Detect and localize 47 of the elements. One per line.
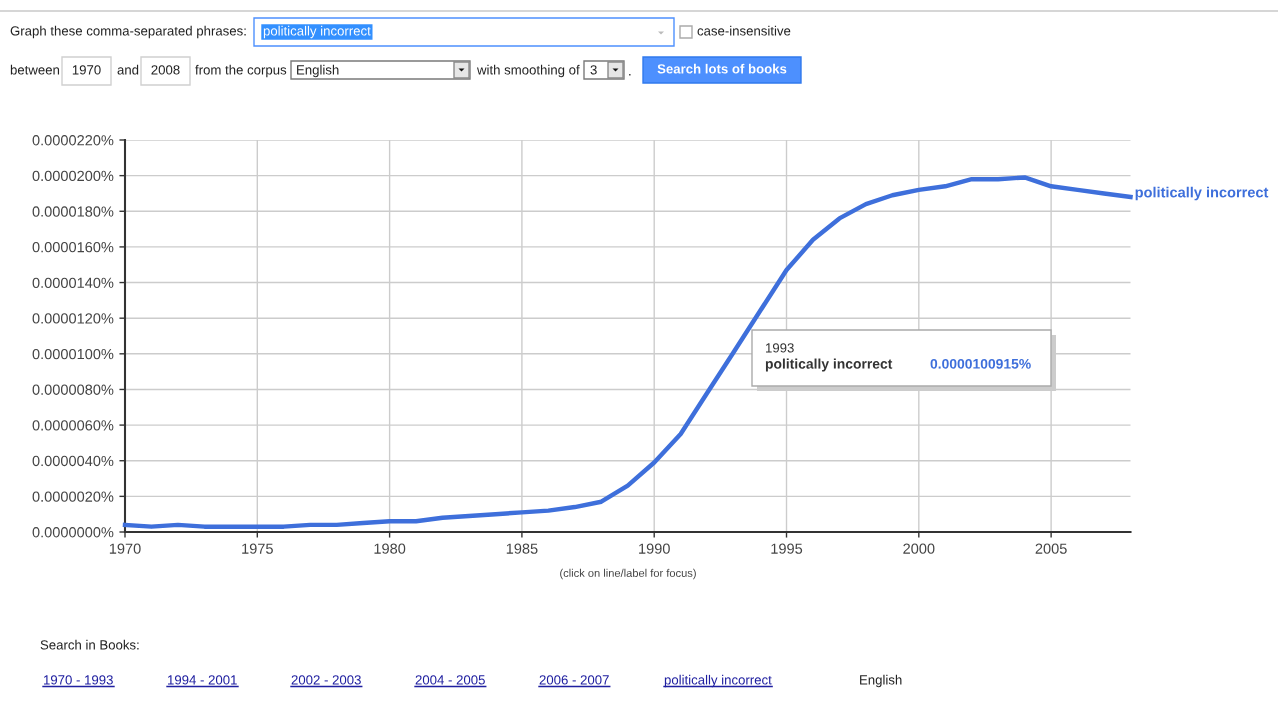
y-tick-label: 0.0000040% <box>32 455 114 467</box>
text: politically incorrect <box>765 358 893 372</box>
text: politically incorrect <box>664 674 772 688</box>
y-tick-label: 0.0000200% <box>32 170 114 182</box>
y-tick-label: 0.0000060% <box>32 420 114 431</box>
x-tick-label: 1980 <box>374 543 406 554</box>
text: from the corpus <box>195 64 287 78</box>
text: 2002 - 2003 <box>291 675 361 685</box>
line-series <box>122 175 1133 529</box>
text: and <box>117 64 139 75</box>
x-tick-label: 1970 <box>109 543 141 554</box>
x-tick-label: 1995 <box>771 543 803 554</box>
text: between <box>10 64 60 75</box>
y-tick-label: 0.0000220% <box>32 135 114 146</box>
text: 2006 - 2007 <box>539 675 609 685</box>
text: Search in Books: <box>40 639 139 650</box>
text: . <box>629 74 631 76</box>
y-tick-label: 0.0000120% <box>32 313 114 324</box>
text: English <box>860 674 902 688</box>
y-tick-label: 0.0000100% <box>32 348 114 360</box>
text: English <box>297 64 339 78</box>
text: 1970 <box>72 65 101 75</box>
x-tick-label: 2000 <box>903 543 935 554</box>
text: Graph these comma-separated phrases: <box>10 25 246 39</box>
text: 2004 - 2005 <box>415 675 485 685</box>
text: 3 <box>590 65 597 75</box>
text: 2008 <box>151 65 180 75</box>
y-tick-label: 0.0000000% <box>32 527 114 538</box>
y-tick-label: 0.0000180% <box>32 206 114 217</box>
y-tick-label: 0.0000140% <box>32 277 114 288</box>
text: 1970 - 1993 <box>44 675 113 685</box>
text: case-insensitive <box>697 25 791 36</box>
text: Search lots of books <box>657 63 787 74</box>
y-tick-label: 0.0000080% <box>32 384 114 395</box>
text: politically incorrect <box>263 25 371 39</box>
text: with smoothing of <box>476 64 580 78</box>
annotation: 0.0000100915% <box>930 358 1031 369</box>
text: 1994 - 2001 <box>168 675 237 685</box>
text: (click on line/label for focus) <box>560 568 696 580</box>
x-tick-label: 2005 <box>1035 543 1067 554</box>
y-tick-label: 0.0000020% <box>32 491 114 502</box>
series-label: politically incorrect <box>1135 186 1269 201</box>
x-tick-label: 1985 <box>506 543 538 554</box>
y-tick-label: 0.0000160% <box>32 242 114 253</box>
annotation: 1993 <box>766 343 794 353</box>
x-tick-label: 1990 <box>639 543 670 554</box>
x-tick-label: 1975 <box>242 543 273 554</box>
